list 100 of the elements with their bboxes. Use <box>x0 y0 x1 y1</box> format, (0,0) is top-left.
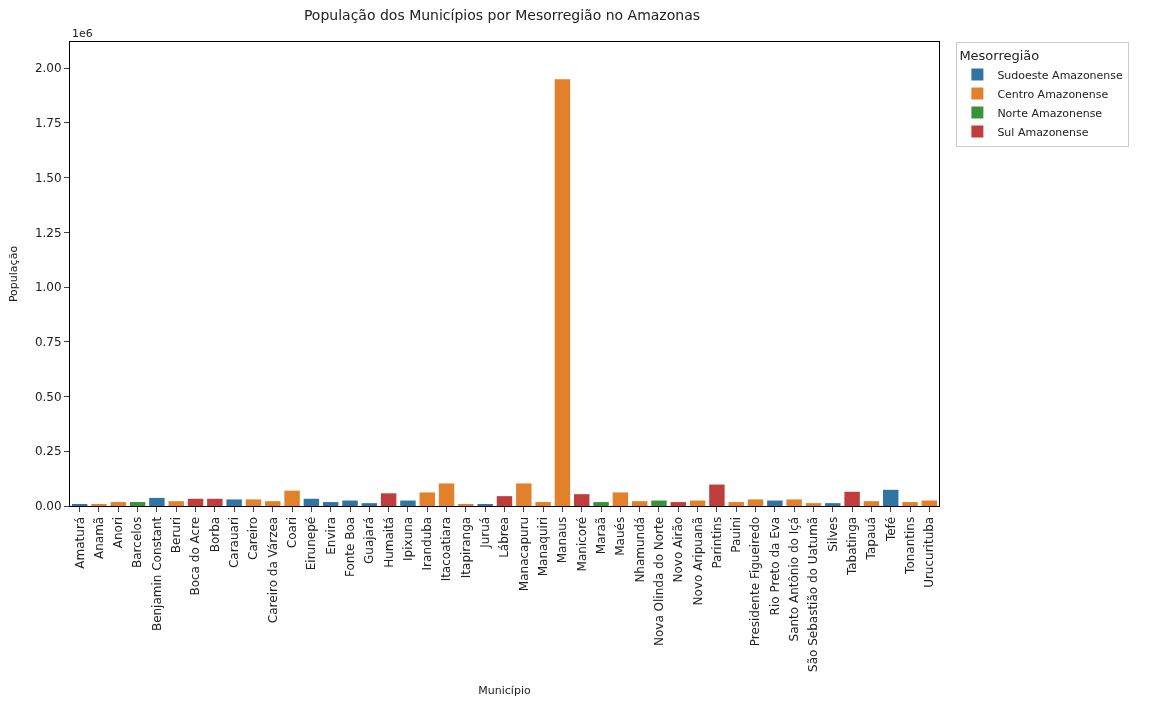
x-tick-label: Santo Antônio do Içá <box>787 516 802 642</box>
bar <box>747 499 764 506</box>
x-tick-label: Borba <box>207 516 222 553</box>
x-tick-label: Boca do Acre <box>188 516 203 596</box>
bar <box>496 496 513 506</box>
x-tick-label: Lábrea <box>497 516 512 558</box>
y-tick-label: 1.50 <box>34 170 62 185</box>
bar <box>438 483 455 506</box>
x-tick-label: São Sebastião do Uatumã <box>806 516 821 672</box>
bar <box>883 489 899 506</box>
x-tick-label: Anamã <box>91 516 106 560</box>
bar <box>651 500 667 506</box>
bar <box>303 498 320 506</box>
y-tick-label: 0.50 <box>34 389 62 404</box>
x-tick-label: Tonantins <box>902 516 917 575</box>
bar <box>670 502 687 506</box>
bar <box>419 492 435 506</box>
x-tick-label: Manacapuru <box>516 516 531 592</box>
bar <box>902 502 918 506</box>
y-tick-label: 1.00 <box>34 280 62 295</box>
y-tick-label: 1.25 <box>34 225 62 240</box>
bar <box>844 491 860 506</box>
bar <box>728 502 744 506</box>
x-tick-label: Barcelos <box>130 516 145 568</box>
legend-title: Mesorregião <box>959 47 1040 63</box>
bar <box>226 499 242 506</box>
x-tick-label: Itacoatiara <box>439 516 454 582</box>
x-tick-label: Carauari <box>227 516 242 569</box>
x-tick-label: Presidente Figueiredo <box>748 516 763 647</box>
bar <box>767 500 783 506</box>
x-tick-label: Rio Preto da Eva <box>767 516 782 616</box>
x-tick-label: Beruri <box>169 516 184 554</box>
x-tick-label: Pauini <box>729 516 744 553</box>
legend-label: Sul Amazonense <box>997 125 1089 139</box>
x-tick-label: Maués <box>613 516 628 556</box>
x-tick-label: Manaquiri <box>536 516 551 577</box>
bar <box>207 498 223 506</box>
bar <box>149 497 165 506</box>
bar <box>342 500 358 506</box>
bar <box>805 503 822 506</box>
bar <box>554 79 571 506</box>
bar <box>110 502 126 506</box>
bar <box>380 493 397 506</box>
x-tick-label: Eirunepé <box>304 516 319 571</box>
y-axis-title: População <box>6 245 20 303</box>
bar <box>574 494 590 506</box>
x-tick-label: Anori <box>111 516 126 549</box>
x-tick-label: Nhamundá <box>632 516 647 583</box>
x-tick-label: Novo Airão <box>671 516 686 583</box>
bar <box>631 501 648 506</box>
x-tick-label: Tabatinga <box>845 516 859 577</box>
chart-title: População dos Municípios por Mesorregião no Amazonas <box>303 7 701 24</box>
bar <box>168 501 184 506</box>
x-tick-label: Benjamin Constant <box>149 516 164 632</box>
x-tick-label: Amaturá <box>72 516 87 569</box>
x-tick-label: Humaitá <box>381 516 396 568</box>
x-tick-label: Urucurituba <box>922 516 937 588</box>
x-tick-label: Juruá <box>478 516 493 549</box>
y-tick-label: 0.25 <box>34 444 62 459</box>
x-tick-label: Iranduba <box>420 516 435 571</box>
bar <box>825 503 841 506</box>
x-tick-label: Manaus <box>555 516 570 564</box>
bar <box>245 499 262 506</box>
x-tick-label: Silves <box>825 516 840 552</box>
x-tick-label: Fonte Boa <box>342 516 357 578</box>
x-tick-label: Guajará <box>362 516 377 565</box>
x-tick-label: Envira <box>323 516 338 555</box>
legend-label: Norte Amazonense <box>997 106 1103 120</box>
x-tick-label: Nova Olinda do Norte <box>651 516 666 647</box>
y-tick-label: 2.00 <box>34 61 62 76</box>
y-tick-label: 0.75 <box>34 335 62 350</box>
x-tick-label: Tefé <box>883 516 898 543</box>
x-tick-label: Manicoré <box>574 516 589 572</box>
bar <box>400 500 416 506</box>
x-tick-label: Novo Aripuanã <box>690 516 705 606</box>
bar <box>284 490 300 506</box>
bar <box>535 502 551 506</box>
bar <box>593 502 609 506</box>
bar <box>786 499 802 506</box>
bar <box>322 502 339 506</box>
x-tick-label: Parintins <box>709 516 724 569</box>
bar <box>612 492 629 506</box>
legend-label: Centro Amazonense <box>997 87 1109 101</box>
bar <box>709 484 725 506</box>
x-tick-label: Ipixuna <box>400 516 415 561</box>
y-tick-label: 1.75 <box>34 116 62 131</box>
bar <box>129 502 146 506</box>
x-tick-label: Careiro <box>246 516 261 560</box>
x-tick-label: Tapauá <box>864 516 879 561</box>
legend-label: Sudoeste Amazonense <box>997 68 1124 82</box>
bar <box>863 501 880 506</box>
bar <box>265 501 281 506</box>
x-tick-label: Careiro da Várzea <box>265 516 280 624</box>
text: 1e6 <box>72 27 93 40</box>
bar <box>361 503 378 506</box>
bar <box>187 498 204 506</box>
x-tick-label: Maraã <box>593 516 608 555</box>
x-axis-title: Município <box>478 684 531 698</box>
x-tick-label: Itapiranga <box>458 516 473 579</box>
x-tick-label: Coari <box>284 516 299 549</box>
